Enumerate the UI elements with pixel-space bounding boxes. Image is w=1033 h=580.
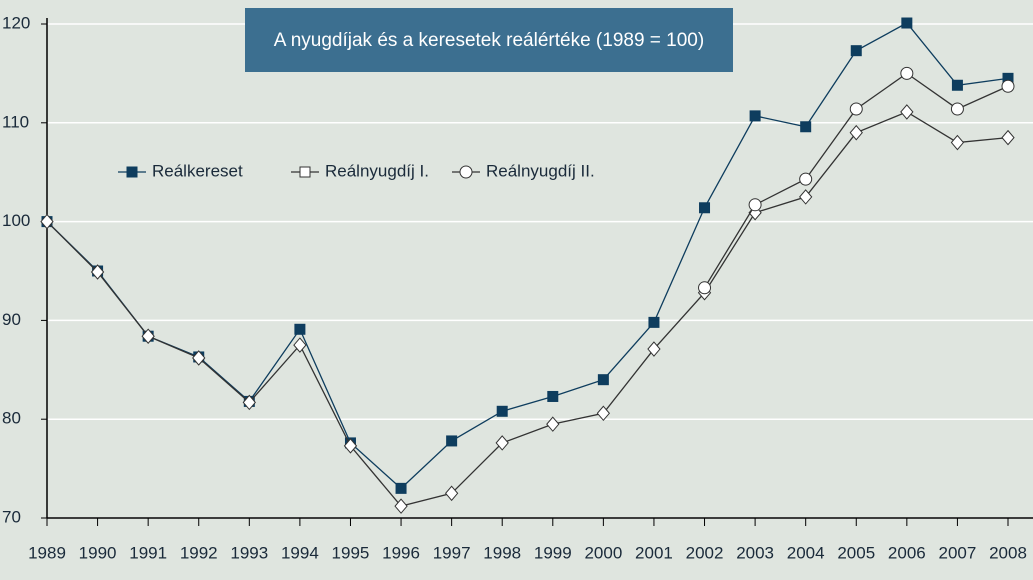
x-tick-label: 1997: [433, 543, 471, 562]
x-tick-label: 1991: [129, 543, 167, 562]
data-point: [293, 337, 307, 353]
x-tick-label: 1992: [180, 543, 218, 562]
y-tick-label: 100: [2, 211, 30, 230]
legend-marker: [126, 166, 138, 178]
x-tick-label: 1989: [28, 543, 66, 562]
y-tick-label: 120: [2, 13, 30, 32]
data-point: [901, 17, 913, 29]
series-line: [46, 22, 1009, 490]
data-point: [900, 66, 914, 80]
data-point: [951, 79, 963, 91]
data-point: [547, 390, 559, 402]
data-point: [546, 416, 560, 432]
data-point: [699, 202, 711, 214]
data-point: [343, 438, 358, 454]
x-tick-label: 1999: [534, 543, 572, 562]
data-point: [799, 172, 813, 186]
data-point: [900, 104, 914, 120]
data-point: [849, 124, 863, 141]
legend-marker: [459, 165, 473, 179]
data-point: [647, 341, 661, 357]
x-tick-label: 1990: [79, 543, 117, 562]
data-point: [596, 405, 611, 422]
data-point: [446, 435, 458, 447]
x-tick-label: 2004: [787, 543, 825, 562]
y-tick-label: 70: [2, 507, 21, 526]
data-point: [648, 316, 660, 328]
x-tick-label: 1998: [483, 543, 521, 562]
data-point: [141, 328, 155, 344]
legend-marker: [299, 166, 311, 178]
legend-label: Reálnyugdíj I.: [325, 161, 429, 180]
x-tick-label: 2000: [584, 543, 622, 562]
data-point: [748, 198, 762, 212]
data-point: [1001, 79, 1015, 93]
x-tick-label: 2003: [736, 543, 774, 562]
legend-label: Reálnyugdíj II.: [486, 161, 595, 180]
x-tick-label: 2001: [635, 543, 673, 562]
x-tick-label: 2007: [939, 543, 977, 562]
data-point: [444, 485, 459, 502]
y-tick-label: 80: [2, 409, 21, 428]
x-tick-label: 1996: [382, 543, 420, 562]
x-tick-label: 1993: [230, 543, 268, 562]
data-point: [849, 102, 863, 116]
data-point: [495, 435, 509, 451]
x-tick-label: 2006: [888, 543, 926, 562]
y-tick-label: 110: [2, 112, 29, 131]
title-box: [245, 8, 733, 72]
x-tick-label: 2005: [837, 543, 875, 562]
x-tick-label: 2002: [686, 543, 724, 562]
data-point: [950, 134, 965, 151]
data-point: [394, 498, 408, 514]
x-tick-label: 1995: [332, 543, 370, 562]
chart-title: A nyugdíjak és a keresetek reálértéke (1…: [274, 30, 704, 51]
data-point: [90, 264, 105, 280]
x-tick-label: 2008: [989, 543, 1027, 562]
data-point: [294, 323, 306, 335]
data-point: [597, 374, 609, 386]
x-tick-label: 1994: [281, 543, 319, 562]
data-point: [950, 102, 964, 116]
data-point: [496, 405, 508, 417]
series-line: [46, 111, 1009, 507]
data-point: [749, 110, 761, 122]
data-point: [800, 121, 812, 133]
data-point: [1001, 129, 1015, 146]
data-point: [40, 213, 54, 230]
data-point: [698, 281, 712, 295]
legend-label: Reálkereset: [152, 161, 243, 180]
y-tick-label: 90: [2, 310, 21, 329]
data-point: [850, 45, 862, 57]
data-point: [799, 189, 813, 205]
data-point: [395, 482, 407, 494]
data-point: [192, 350, 206, 366]
data-point: [242, 394, 256, 411]
